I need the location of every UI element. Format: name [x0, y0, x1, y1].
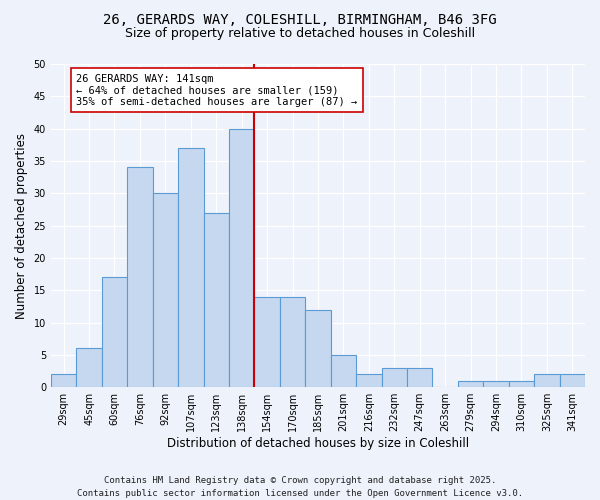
Bar [331, 355, 356, 387]
Bar [356, 374, 382, 387]
Bar [382, 368, 407, 387]
Bar [76, 348, 102, 387]
Bar [127, 168, 152, 387]
Bar [305, 310, 331, 387]
Bar [178, 148, 203, 387]
Bar [203, 212, 229, 387]
Bar [407, 368, 433, 387]
Bar [458, 380, 483, 387]
Y-axis label: Number of detached properties: Number of detached properties [15, 132, 28, 318]
Bar [254, 296, 280, 387]
Bar [534, 374, 560, 387]
Text: 26 GERARDS WAY: 141sqm
← 64% of detached houses are smaller (159)
35% of semi-de: 26 GERARDS WAY: 141sqm ← 64% of detached… [76, 74, 358, 107]
Bar [51, 374, 76, 387]
Bar [152, 194, 178, 387]
Text: Contains HM Land Registry data © Crown copyright and database right 2025.
Contai: Contains HM Land Registry data © Crown c… [77, 476, 523, 498]
Bar [102, 278, 127, 387]
Bar [509, 380, 534, 387]
Text: Size of property relative to detached houses in Coleshill: Size of property relative to detached ho… [125, 28, 475, 40]
Bar [560, 374, 585, 387]
Bar [229, 128, 254, 387]
X-axis label: Distribution of detached houses by size in Coleshill: Distribution of detached houses by size … [167, 437, 469, 450]
Bar [280, 296, 305, 387]
Bar [483, 380, 509, 387]
Text: 26, GERARDS WAY, COLESHILL, BIRMINGHAM, B46 3FG: 26, GERARDS WAY, COLESHILL, BIRMINGHAM, … [103, 12, 497, 26]
